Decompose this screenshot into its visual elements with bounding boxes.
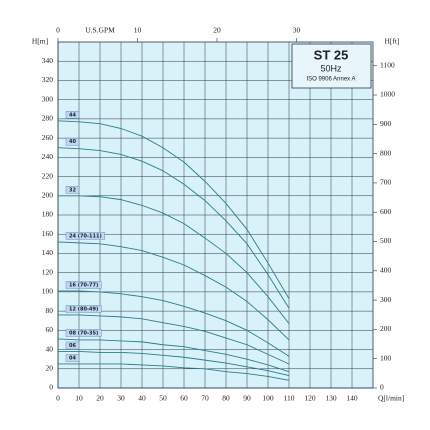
x-tick-label: 70 [201,394,209,403]
curve-label: 16 (70-77) [69,282,98,288]
x-tick-label: 30 [117,394,125,403]
info-box [291,43,372,89]
curve [57,120,290,299]
y-tick-label: 240 [42,152,54,161]
curve-label-box [65,354,80,362]
curve [57,241,290,341]
curve-label-box [65,329,102,337]
y-tick-label: 300 [42,94,54,103]
x-tick-label: 110 [284,394,295,403]
y2-tick-label: 800 [380,148,392,157]
y-tick-label: 260 [42,133,54,142]
x-tick-label: 120 [304,394,316,403]
x2-tick-label: 0 [56,26,60,35]
info-subtitle: 50Hz [320,63,342,73]
curve-label: 40 [69,139,76,145]
x-tick-label: 100 [262,394,274,403]
y-tick-label: 60 [46,325,54,334]
y2-tick-label: 700 [380,178,392,187]
y-tick-label: 20 [46,363,54,372]
curve-label-box [65,281,102,289]
x-tick-label: 40 [138,394,146,403]
curve-label: 24 (70-111) [69,233,102,239]
curve-label-box [65,232,105,240]
x2-tick-label: 20 [213,26,221,35]
y2-tick-label: 900 [380,119,392,128]
x-tick-label: 140 [346,394,358,403]
x-tick-label: 130 [325,394,337,403]
curve-label-box [65,137,80,146]
x-tick-label: 90 [243,394,251,403]
y2-tick-label: 1100 [380,60,395,69]
y2-tick-label: 100 [380,353,392,362]
y-tick-label: 180 [42,210,54,219]
curve-label-box [65,305,102,313]
curve [58,363,290,381]
y-tick-label: 340 [42,56,54,65]
y-tick-label: 40 [46,344,54,353]
curve [58,195,290,324]
plot-area [57,41,374,389]
curve [58,290,290,357]
y-tick-label: 220 [42,171,54,180]
curve-label: 08 (70-35) [69,330,98,336]
y-tick-label: 80 [46,306,54,315]
y2-tick-label: 400 [380,266,392,275]
y2-tick-label: 300 [380,295,392,304]
y2-tick-label: 0 [380,383,384,392]
y-tick-label: 100 [42,287,54,296]
info-note: ISO 9906 Annex A [306,77,355,83]
y2-tick-label: 600 [380,207,392,216]
y2-tick-label: 500 [380,236,392,245]
y-axis-label: H[m] [32,37,48,46]
curve [57,338,290,373]
curve-label: 04 [69,355,76,361]
y-tick-label: 120 [42,267,54,276]
y2-tick-label: 1000 [380,90,395,99]
x-tick-label: 80 [222,394,230,403]
y-tick-label: 160 [42,229,54,238]
info-title: ST 25 [314,47,349,62]
x2-tick-label: 30 [293,26,301,35]
curve-label-box [65,111,80,119]
x-tick-label: 60 [180,394,188,403]
curve-label-box [65,186,80,194]
curve-label: 06 [69,343,76,349]
curve [58,314,290,365]
x2-tick-label: 10 [134,26,142,35]
y-tick-label: 280 [42,114,54,123]
curve-label: 32 [69,187,76,193]
y-tick-label: 140 [42,248,54,257]
y-tick-label: 0 [49,383,53,392]
y2-tick-label: 200 [380,324,392,333]
curve-label: 12 (80-49) [69,306,98,312]
x-tick-label: 0 [56,394,60,403]
x-tick-label: 20 [96,394,104,403]
x-axis-label: Q[l/min] [378,394,404,403]
x2-axis-label: U.S.GPM [85,26,115,35]
curve [57,147,290,309]
x-tick-label: 10 [75,394,83,403]
x-tick-label: 50 [159,394,167,403]
y-tick-label: 320 [42,75,54,84]
y-tick-label: 200 [42,190,54,199]
curve-label: 44 [69,112,76,118]
curve-label-box [65,341,80,350]
y2-axis-label: H[ft] [385,37,400,46]
curve [58,351,290,376]
